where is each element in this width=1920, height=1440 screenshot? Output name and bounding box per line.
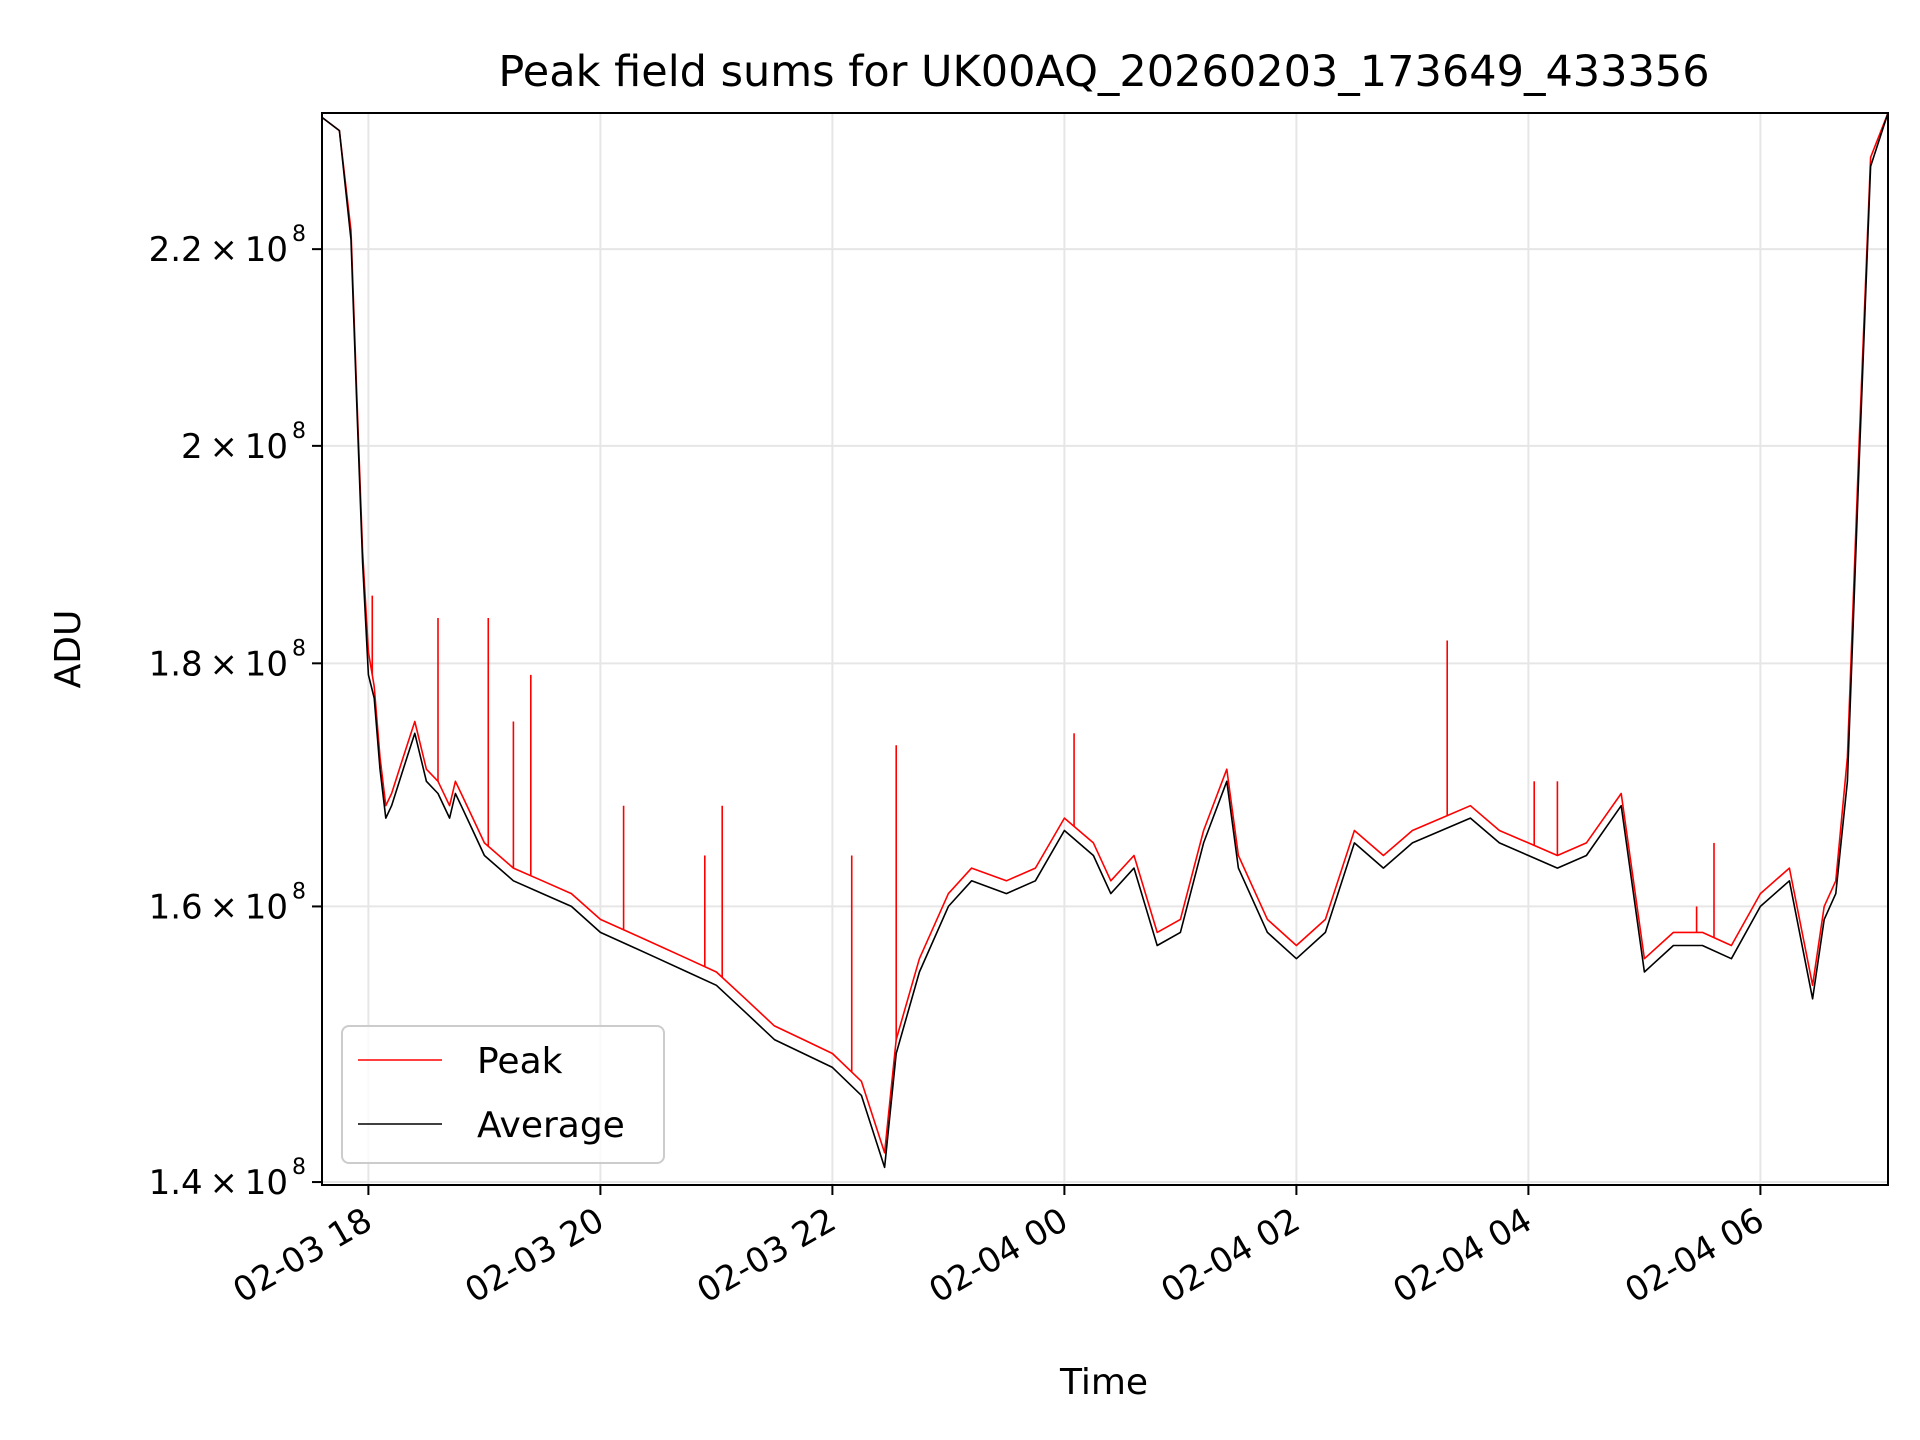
y-tick-label: 1.4 × 10: [149, 1163, 288, 1203]
plot-area: [322, 113, 1888, 1169]
y-axis: 1.4 × 10 81.6 × 10 81.8 × 10 82 × 10 82.2 × …: [149, 222, 322, 1203]
plot-frame: [321, 112, 1889, 1186]
y-tick-exponent: 8: [292, 879, 306, 904]
y-tick-label: 2.2 × 10: [149, 230, 288, 270]
chart-title: Peak field sums for UK00AQ_20260203_1736…: [498, 47, 1709, 97]
y-tick-label: 1.8 × 10: [149, 644, 288, 684]
y-tick-exponent: 8: [292, 419, 306, 444]
legend-label-average: Average: [477, 1105, 625, 1146]
x-axis-title: Time: [1059, 1362, 1148, 1403]
series-line-average: [322, 113, 1888, 1169]
y-tick-exponent: 8: [292, 636, 306, 661]
legend: Peak Average: [341, 1025, 665, 1164]
y-tick-label: 1.6 × 10: [149, 887, 288, 927]
series-line-peak: [322, 113, 1888, 1154]
series-layer: [322, 113, 1888, 1169]
legend-label-peak: Peak: [477, 1041, 563, 1082]
grid: [322, 113, 1888, 1185]
y-axis-title: ADU: [48, 610, 89, 689]
y-tick-label: 2 × 10: [181, 427, 288, 467]
y-tick-exponent: 8: [292, 222, 306, 247]
y-tick-exponent: 8: [292, 1155, 306, 1180]
